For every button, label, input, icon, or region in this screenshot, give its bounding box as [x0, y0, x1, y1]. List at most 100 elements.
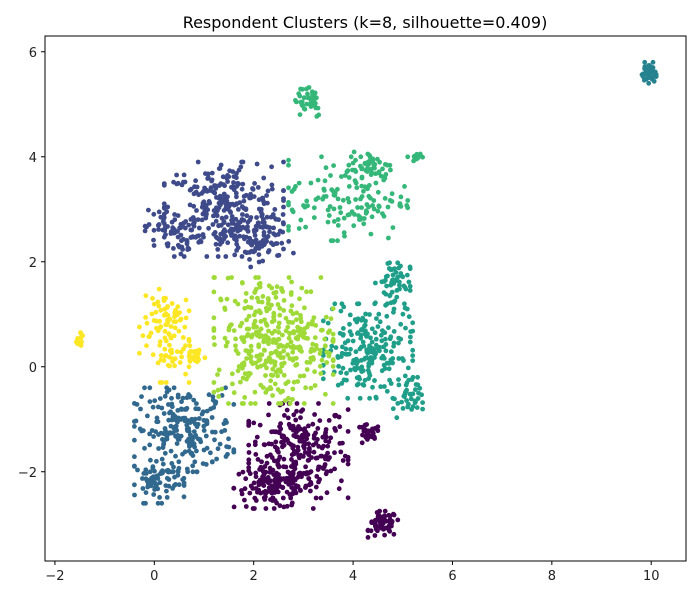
- cluster-6-point: [257, 334, 262, 340]
- cluster-5-point: [366, 183, 372, 188]
- cluster-4-point: [404, 380, 410, 386]
- cluster-2-point: [150, 404, 156, 410]
- cluster-2-point: [190, 463, 196, 469]
- cluster-0-point: [327, 455, 332, 460]
- cluster-0-point: [246, 457, 252, 463]
- cluster-2-point: [210, 394, 216, 400]
- cluster-2-point: [160, 468, 165, 474]
- cluster-6-point: [281, 360, 287, 366]
- cluster-6-point: [281, 372, 287, 378]
- cluster-0-point: [313, 440, 319, 446]
- cluster-6-point: [328, 316, 334, 322]
- cluster-0-point: [253, 452, 259, 457]
- cluster-0-point: [325, 443, 331, 449]
- cluster-1-point: [217, 241, 223, 247]
- cluster-6-point: [242, 305, 248, 311]
- cluster-1-point: [214, 213, 220, 219]
- cluster-0-point: [323, 453, 329, 459]
- x-tick-label: 8: [548, 569, 556, 584]
- cluster-6-point: [246, 313, 252, 319]
- cluster-0-point: [303, 464, 308, 470]
- cluster-1-point: [165, 204, 171, 210]
- cluster-6-point: [322, 343, 328, 349]
- cluster-6-point: [263, 358, 269, 364]
- cluster-0-point: [246, 421, 252, 426]
- cluster-0-point: [271, 472, 277, 477]
- cluster-7-point: [78, 330, 83, 335]
- cluster-5-point: [355, 205, 360, 210]
- cluster-0-point: [279, 439, 284, 445]
- cluster-5-point: [376, 203, 382, 209]
- cluster-0-point: [266, 401, 272, 406]
- cluster-0-point: [243, 476, 249, 482]
- cluster-0-point: [339, 478, 344, 484]
- cluster-0-point: [391, 531, 397, 537]
- cluster-2-point: [132, 419, 137, 424]
- cluster-4-point: [378, 332, 384, 338]
- cluster-1-point: [240, 159, 246, 165]
- cluster-7-point: [162, 335, 168, 341]
- cluster-6-point: [319, 357, 325, 363]
- cluster-4-point: [320, 318, 326, 324]
- cluster-1-point: [234, 183, 240, 189]
- cluster-0-point: [286, 421, 292, 427]
- cluster-5-point: [347, 212, 352, 217]
- cluster-4-point: [374, 316, 379, 321]
- cluster-0-point: [258, 490, 263, 496]
- cluster-2-point: [178, 433, 184, 439]
- cluster-0-point: [313, 495, 319, 501]
- cluster-1-point: [171, 254, 177, 259]
- cluster-7-point: [187, 353, 193, 359]
- y-tick-label: −2: [18, 466, 37, 481]
- cluster-6-point: [276, 320, 282, 326]
- cluster-1-point: [234, 201, 240, 207]
- cluster-0-point: [290, 471, 296, 477]
- cluster-0-point: [283, 464, 289, 470]
- cluster-1-point: [172, 217, 178, 223]
- cluster-6-point: [290, 357, 296, 363]
- cluster-7-point: [149, 311, 155, 317]
- cluster-6-point: [258, 363, 263, 369]
- cluster-7-point: [158, 307, 164, 313]
- cluster-2-point: [154, 415, 160, 421]
- cluster-0-point: [246, 442, 252, 448]
- cluster-0-point: [294, 401, 300, 406]
- cluster-7-point: [183, 297, 189, 303]
- cluster-4-point: [415, 382, 421, 388]
- cluster-4-point: [341, 377, 347, 383]
- cluster-7-point: [163, 380, 169, 385]
- cluster-4-point: [410, 320, 416, 326]
- cluster-6-point: [298, 313, 303, 318]
- cluster-5-point: [367, 153, 372, 158]
- cluster-0-point: [285, 415, 291, 421]
- cluster-5-point: [351, 149, 357, 155]
- cluster-6-point: [289, 279, 294, 285]
- cluster-2-point: [152, 487, 158, 492]
- cluster-6-point: [270, 359, 276, 364]
- cluster-6-point: [268, 350, 274, 356]
- cluster-0-point: [271, 458, 277, 464]
- cluster-4-point: [388, 267, 394, 273]
- cluster-4-point: [377, 319, 383, 325]
- cluster-5-point: [338, 210, 344, 216]
- cluster-4-point: [354, 382, 360, 388]
- cluster-5-point: [353, 197, 358, 202]
- cluster-1-point: [253, 223, 259, 229]
- cluster-6-point: [238, 379, 243, 385]
- cluster-4-point: [361, 382, 367, 388]
- cluster-2-point: [132, 482, 137, 488]
- cluster-5-point: [353, 180, 359, 186]
- cluster-5-point: [361, 216, 367, 221]
- cluster-1-point: [205, 176, 211, 181]
- cluster-5-point: [339, 174, 344, 180]
- cluster-1-point: [163, 232, 168, 238]
- cluster-6-point: [288, 339, 294, 345]
- cluster-6-point: [260, 385, 266, 390]
- cluster-6-point: [276, 330, 282, 335]
- cluster-1-point: [160, 219, 166, 225]
- cluster-0-point: [365, 535, 371, 540]
- cluster-6-point: [284, 343, 290, 348]
- cluster-4-point: [369, 326, 375, 332]
- cluster-6-point: [215, 387, 221, 393]
- cluster-0-point: [291, 412, 297, 418]
